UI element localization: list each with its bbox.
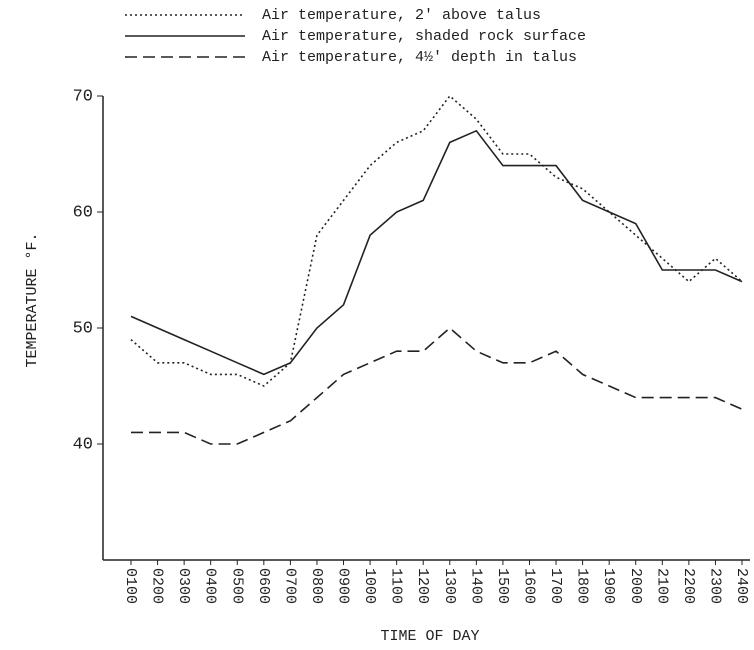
x-tick-label: 0800 xyxy=(308,568,325,604)
x-tick-label: 0700 xyxy=(281,568,298,604)
x-tick-label: 1100 xyxy=(388,568,405,604)
x-tick-label: 1400 xyxy=(467,568,484,604)
x-tick-label: 1700 xyxy=(547,568,564,604)
y-tick-label: 60 xyxy=(73,203,93,222)
x-tick-label: 0200 xyxy=(149,568,166,604)
legend-label: Air temperature, shaded rock surface xyxy=(262,28,586,45)
y-axis-label: TEMPERATURE °F. xyxy=(24,232,41,367)
x-tick-label: 1900 xyxy=(600,568,617,604)
x-tick-label: 0300 xyxy=(175,568,192,604)
x-axis-label: TIME OF DAY xyxy=(380,628,479,645)
x-tick-label: 1300 xyxy=(441,568,458,604)
x-tick-label: 0500 xyxy=(228,568,245,604)
x-tick-label: 2000 xyxy=(627,568,644,604)
x-tick-label: 0900 xyxy=(335,568,352,604)
x-tick-label: 2400 xyxy=(733,568,750,604)
y-tick-label: 40 xyxy=(73,435,93,454)
x-tick-label: 0600 xyxy=(255,568,272,604)
x-tick-label: 1000 xyxy=(361,568,378,604)
x-tick-label: 0400 xyxy=(202,568,219,604)
series-line xyxy=(130,94,743,387)
y-tick-label: 70 xyxy=(73,87,93,106)
x-tick-label: 2300 xyxy=(706,568,723,604)
x-tick-label: 1600 xyxy=(521,568,538,604)
x-tick-label: 1200 xyxy=(414,568,431,604)
y-tick-label: 50 xyxy=(73,319,93,338)
series-line xyxy=(131,326,743,445)
legend-label: Air temperature, 2' above talus xyxy=(262,7,541,24)
legend-label: Air temperature, 4½' depth in talus xyxy=(262,49,577,66)
series-line xyxy=(130,129,743,376)
x-tick-label: 2200 xyxy=(680,568,697,604)
x-tick-label: 0100 xyxy=(122,568,139,604)
x-tick-label: 1500 xyxy=(494,568,511,604)
x-tick-label: 1800 xyxy=(574,568,591,604)
x-tick-label: 2100 xyxy=(653,568,670,604)
